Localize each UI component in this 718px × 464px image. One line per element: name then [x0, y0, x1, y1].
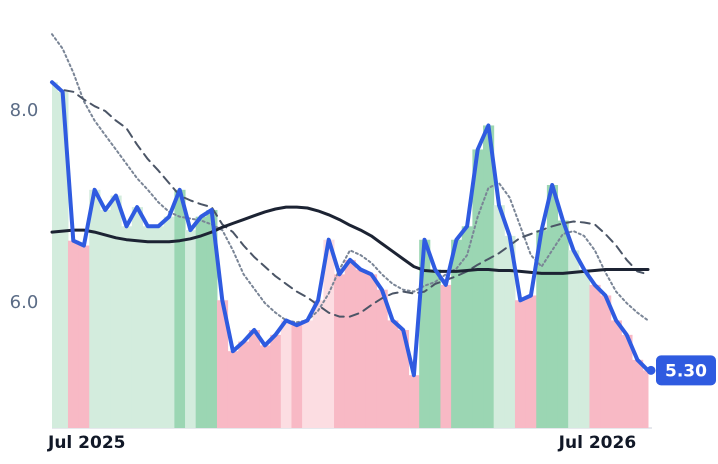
area-fill — [525, 295, 537, 428]
area-fill — [514, 300, 527, 428]
area-fill — [52, 82, 58, 429]
area-fill — [557, 220, 569, 428]
area-fill — [589, 284, 601, 428]
area-fill — [216, 300, 229, 428]
area-fill — [344, 259, 356, 428]
area-fill — [291, 325, 303, 428]
series-line — [50, 205, 650, 275]
area-fill — [408, 375, 420, 428]
area-fill — [238, 341, 250, 428]
area-fill — [419, 239, 431, 428]
area-fill — [67, 240, 80, 428]
area-fill — [99, 209, 112, 428]
area-fill — [270, 334, 282, 428]
area-fill — [365, 274, 378, 428]
area-fill — [227, 351, 239, 428]
area-fill — [387, 320, 399, 428]
area-fill — [206, 209, 218, 428]
area-fill — [131, 207, 143, 428]
series-line — [51, 81, 649, 318]
area-fill — [259, 345, 271, 428]
area-fill — [280, 320, 292, 428]
area-fill — [57, 91, 69, 428]
area-fill — [312, 300, 324, 428]
area-fill — [397, 330, 410, 428]
area-fill — [323, 239, 335, 428]
area-fill — [621, 334, 633, 428]
area-fill — [600, 295, 612, 428]
area-fill — [78, 245, 90, 428]
x-tick-label: Jul 2026 — [558, 433, 637, 453]
area-fill — [632, 359, 644, 428]
area-fill — [493, 205, 505, 428]
area-fill — [163, 216, 175, 428]
area-fill — [546, 184, 559, 428]
area-fill — [174, 189, 186, 428]
area-fill — [110, 195, 122, 428]
series-line — [50, 80, 650, 378]
end-label: 5.30 — [665, 361, 707, 381]
area-fill — [440, 284, 452, 428]
area-fill — [185, 230, 197, 428]
area-fill — [483, 125, 495, 429]
area-fill — [334, 274, 346, 428]
area-fill — [355, 269, 367, 428]
area-fill — [376, 289, 388, 428]
area-fill — [461, 226, 473, 428]
y-tick-label: 8.0 — [10, 100, 39, 121]
area-fill — [578, 269, 590, 428]
area-fill — [248, 330, 261, 428]
area-fill — [429, 269, 441, 428]
y-tick-label: 6.0 — [10, 292, 39, 313]
area-fill — [195, 216, 207, 428]
area-fill — [472, 149, 484, 428]
area-fill — [610, 320, 622, 428]
area-fill — [153, 226, 165, 428]
area-fill — [302, 320, 314, 428]
end-dot — [646, 365, 656, 375]
area-fill — [451, 239, 463, 428]
series-line — [51, 33, 649, 324]
area-fill — [89, 189, 101, 428]
end-label-box — [656, 355, 716, 386]
x-tick-label: Jul 2025 — [47, 433, 126, 453]
area-fill — [142, 226, 154, 428]
area-fill — [504, 235, 516, 428]
area-fill — [568, 250, 580, 428]
area-fill — [536, 230, 548, 428]
area-fill — [121, 226, 133, 428]
area-fill — [642, 370, 649, 428]
